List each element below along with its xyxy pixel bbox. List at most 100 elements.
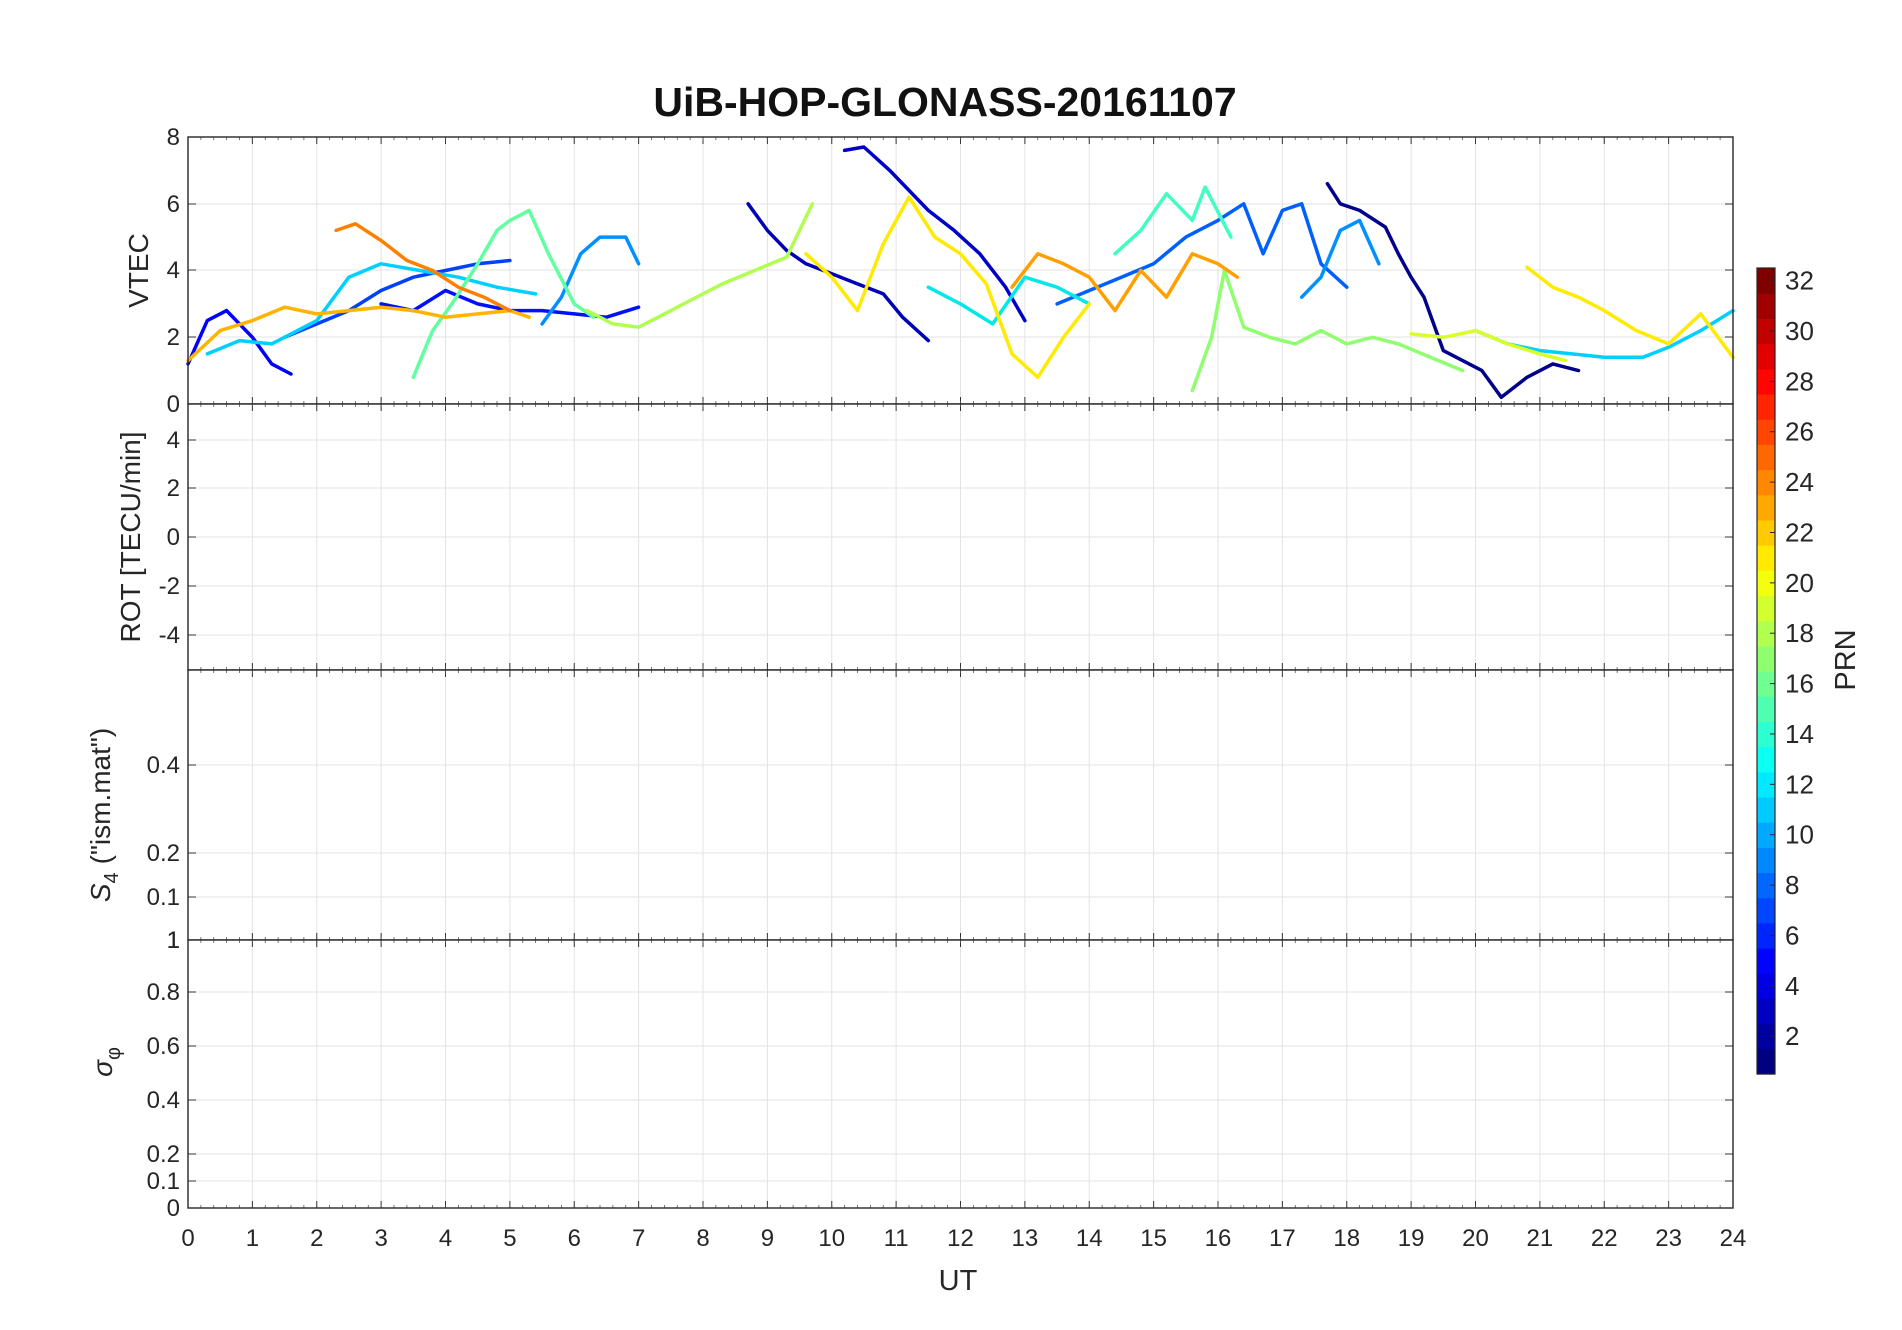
colorbar-segment (1757, 973, 1775, 1000)
y-tick-label: 2 (167, 475, 180, 502)
series-line-prn-15 (1113, 185, 1233, 256)
colorbar-tick-label: 24 (1785, 467, 1814, 497)
y-tick-label: 0 (167, 1195, 180, 1222)
colorbar-segment (1757, 318, 1775, 345)
panel-2: -4 -2 0 2 4 ROT [TECU/min] (115, 403, 1734, 671)
x-tick-label: 10 (818, 1225, 845, 1252)
colorbar-tick-label: 26 (1785, 417, 1814, 447)
y-axis-label: ROT [TECU/min] (115, 431, 146, 642)
x-tick-label: 24 (1720, 1225, 1747, 1252)
panel-3: 0.1 0.2 0.4 1 S4 ("ism.mat") (85, 669, 1734, 954)
y-tick-label: 0 (167, 524, 180, 551)
x-tick-label: 21 (1527, 1225, 1554, 1252)
series-line-prn-6 (282, 258, 512, 340)
y-axis-symbol: S (85, 883, 116, 902)
colorbar-segment (1757, 671, 1775, 697)
chart-title: UiB-HOP-GLONASS-20161107 (653, 79, 1236, 125)
y-axis-label: S4 ("ism.mat") (85, 728, 123, 902)
colorbar-tick-label: 32 (1785, 266, 1814, 296)
series-line-prn-2 (842, 145, 1027, 323)
colorbar-segment (1757, 746, 1775, 773)
y-axis-label: σφ (87, 1047, 125, 1077)
x-axis-label: UT (939, 1265, 978, 1297)
x-tick-label: 23 (1655, 1225, 1682, 1252)
colorbar-segment (1757, 897, 1775, 924)
y-axis-label: VTEC (123, 233, 154, 308)
colorbar-segment (1757, 444, 1775, 471)
x-tick-label: 7 (632, 1225, 645, 1252)
x-tick-label: 1 (246, 1225, 259, 1252)
y-tick-label: 0.2 (147, 840, 180, 867)
x-tick-label: 17 (1269, 1225, 1296, 1252)
y-tick-label: -2 (159, 573, 180, 600)
colorbar-segment (1757, 822, 1775, 848)
colorbar-segment (1757, 1048, 1775, 1075)
series-line-prn-18 (585, 202, 815, 329)
colorbar-segment (1757, 494, 1775, 521)
panel-4: 00.10.2 0.4 0.6 0.8 1 σφ (87, 927, 1734, 1222)
x-tick-label: 8 (696, 1225, 709, 1252)
y-tick-label: 1 (167, 927, 180, 954)
colorbar-segment (1757, 545, 1775, 571)
colorbar-tick-label: 6 (1785, 920, 1799, 950)
colorbar-tick-label: 28 (1785, 366, 1814, 396)
y-axis-symbol: σ (87, 1059, 118, 1077)
series-line-prn-19 (1409, 328, 1568, 363)
colorbar-tick-label: 10 (1785, 820, 1814, 850)
colorbar-segment (1757, 771, 1775, 798)
colorbar-segment (1757, 343, 1775, 370)
colorbar-segment (1757, 620, 1775, 647)
x-tick-label: 16 (1205, 1225, 1232, 1252)
colorbar-segment (1757, 796, 1775, 823)
colorbar-tick-label: 16 (1785, 669, 1814, 699)
x-tick-label: 15 (1140, 1225, 1167, 1252)
colorbar-segment (1757, 368, 1775, 395)
y-axis-subscript: φ (103, 1047, 125, 1060)
colorbar-segment (1757, 293, 1775, 319)
series-line-prn-23 (1010, 252, 1240, 313)
y-tick-label: -4 (159, 622, 180, 649)
colorbar-tick-label: 20 (1785, 568, 1814, 598)
colorbar-tick-label: 22 (1785, 517, 1814, 547)
y-tick-label: 2 (167, 324, 180, 351)
colorbar-segment (1757, 1023, 1775, 1050)
colorbar-tick-label: 14 (1785, 719, 1814, 749)
y-tick-label: 0.6 (147, 1033, 180, 1060)
colorbar-segment (1757, 872, 1775, 899)
y-tick-label: 1 (167, 927, 180, 954)
colorbar-tick-label: 4 (1785, 971, 1799, 1001)
colorbar-segment (1757, 595, 1775, 622)
x-tick-label: 6 (568, 1225, 581, 1252)
x-tick-label: 22 (1591, 1225, 1618, 1252)
colorbar-segment (1757, 419, 1775, 445)
x-tick-label: 11 (884, 1225, 909, 1252)
colorbar-tick-label: 2 (1785, 1021, 1799, 1051)
series-line-prn-20 (804, 195, 1735, 380)
y-tick-label: 0.2 (147, 1141, 180, 1168)
y-tick-label: 0.4 (147, 752, 180, 779)
series-line-prn-7 (1055, 202, 1349, 306)
series-line-prn-13 (926, 275, 1092, 326)
x-tick-label: 3 (374, 1225, 387, 1252)
colorbar-segment (1757, 696, 1775, 722)
series-line-prn-3 (746, 202, 931, 343)
y-tick-label: 8 (167, 124, 180, 151)
colorbar-tick-label: 8 (1785, 870, 1799, 900)
colorbar-tick-label: 12 (1785, 769, 1814, 799)
x-tick-label: 14 (1076, 1225, 1103, 1252)
x-tick-label: 2 (310, 1225, 323, 1252)
colorbar-segment (1757, 998, 1775, 1025)
x-tick-label: 9 (761, 1225, 774, 1252)
y-tick-label: 0 (167, 391, 180, 418)
colorbar-tick-label: 30 (1785, 316, 1814, 346)
series-line-prn-22 (186, 305, 531, 363)
y-tick-label: 6 (167, 191, 180, 218)
colorbar-segment (1757, 469, 1775, 496)
y-tick-label: 0.1 (147, 1168, 180, 1195)
y-tick-label: 4 (167, 257, 180, 284)
colorbar-segment (1757, 948, 1775, 974)
colorbar-segment (1757, 645, 1775, 672)
x-tick-label: 5 (503, 1225, 516, 1252)
colorbar-segment (1757, 570, 1775, 597)
